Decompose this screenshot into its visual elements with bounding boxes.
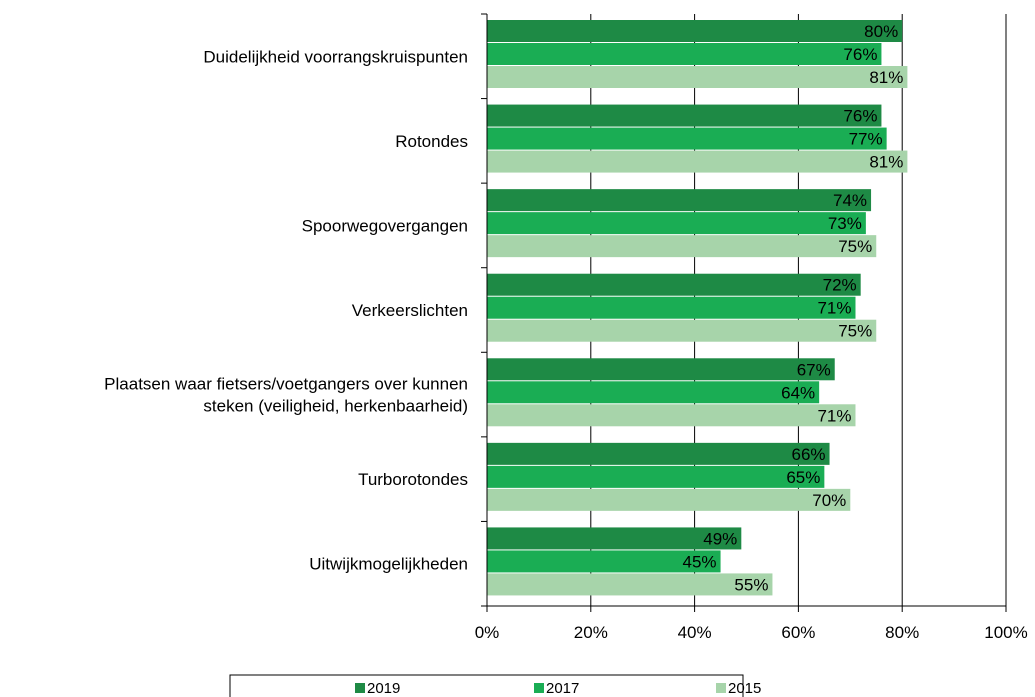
x-tick-label: 20%: [574, 623, 608, 642]
bar-2017: [487, 465, 825, 488]
bar-2019: [487, 527, 742, 550]
x-tick-labels: 0% 20% 40% 60% 80% 100%: [475, 623, 1028, 642]
legend-swatch-2017: [534, 683, 544, 693]
bar-2015: [487, 235, 877, 258]
data-label: 73%: [828, 214, 862, 233]
x-tick-label: 40%: [678, 623, 712, 642]
x-tick-label: 0%: [475, 623, 500, 642]
data-label: 75%: [838, 322, 872, 341]
data-label: 76%: [843, 45, 877, 64]
bar-2019: [487, 273, 861, 296]
category-label: Plaatsen waar fietsers/voetgangers over …: [104, 375, 468, 394]
data-label: 71%: [817, 299, 851, 318]
bar-2017: [487, 296, 856, 319]
data-label: 70%: [812, 491, 846, 510]
data-label: 72%: [823, 276, 857, 295]
data-label: 64%: [781, 383, 815, 402]
category-label: Spoorwegovergangen: [302, 216, 468, 235]
bar-2017: [487, 43, 882, 65]
bar-2017: [487, 381, 820, 404]
legend-label-2019: 2019: [367, 680, 400, 697]
axes: [481, 13, 1007, 612]
category-label: Turborotondes: [358, 470, 468, 489]
data-label: 74%: [833, 191, 867, 210]
bar-2019: [487, 104, 882, 127]
bar-2019: [487, 189, 872, 212]
data-label: 45%: [683, 552, 717, 571]
data-label: 55%: [734, 575, 768, 594]
category-labels: Duidelijkheid voorrangskruispunten Rotond…: [104, 47, 468, 573]
x-tick-label: 100%: [984, 623, 1027, 642]
category-label: Verkeerslichten: [352, 301, 468, 320]
bar-2017: [487, 550, 721, 573]
legend-label-2017: 2017: [546, 680, 579, 697]
category-label: Duidelijkheid voorrangskruispunten: [203, 47, 468, 66]
bar-2019: [487, 442, 830, 465]
data-label: 65%: [786, 468, 820, 487]
legend: 2019 2017 2015: [229, 674, 761, 697]
data-label: 67%: [797, 360, 831, 379]
x-tick-label: 80%: [885, 623, 919, 642]
data-labels: 80%76%81%76%77%81%74%73%75%72%71%75%67%6…: [683, 22, 904, 594]
x-tick-label: 60%: [781, 623, 815, 642]
data-label: 49%: [703, 529, 737, 548]
bar-2015: [487, 150, 908, 173]
data-label: 76%: [843, 107, 877, 126]
bar-2019: [487, 20, 903, 42]
data-label: 77%: [849, 130, 883, 149]
bar-2015: [487, 573, 773, 596]
legend-swatch-2015: [716, 683, 726, 693]
bar-2015: [487, 66, 908, 88]
data-label: 71%: [817, 406, 851, 425]
legend-label-2015: 2015: [728, 680, 761, 697]
category-label: Rotondes: [395, 132, 468, 151]
bar-2017: [487, 127, 887, 150]
bars: [487, 20, 908, 596]
data-label: 81%: [869, 68, 903, 87]
bar-2017: [487, 212, 866, 235]
category-label: Uitwijkmogelijkheden: [309, 555, 468, 574]
data-label: 66%: [792, 445, 826, 464]
data-label: 81%: [869, 153, 903, 172]
category-label: steken (veiligheid, herkenbaarheid): [203, 397, 468, 416]
data-label: 80%: [864, 22, 898, 41]
bar-2015: [487, 319, 877, 342]
data-label: 75%: [838, 237, 872, 256]
legend-box: [229, 674, 744, 697]
bar-2015: [487, 488, 851, 511]
legend-swatch-2019: [355, 683, 365, 693]
bar-2015: [487, 404, 856, 427]
bar-2019: [487, 358, 835, 381]
